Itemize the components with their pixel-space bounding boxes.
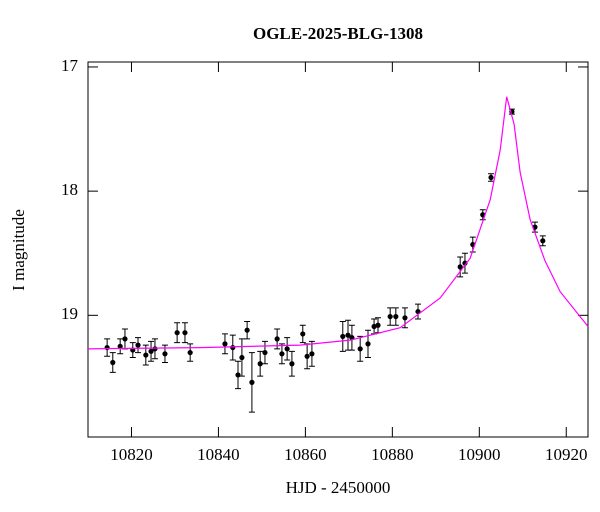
data-point	[274, 336, 280, 342]
data-point	[289, 361, 295, 367]
data-point	[387, 313, 393, 320]
x-tick-label: 10900	[458, 445, 501, 464]
y-tick-label: 19	[61, 304, 78, 323]
data-point	[357, 346, 363, 352]
data-point	[300, 331, 306, 337]
data-point	[402, 315, 408, 321]
data-point	[239, 354, 245, 361]
data-point	[174, 330, 180, 336]
x-tick-label: 10840	[197, 445, 240, 464]
data-point	[110, 359, 116, 366]
data-point	[262, 349, 268, 356]
x-tick-label: 10820	[110, 445, 153, 464]
data-point	[345, 332, 351, 338]
data-point	[462, 260, 468, 266]
x-tick-label: 10880	[371, 445, 414, 464]
x-axis-label: HJD - 2450000	[286, 478, 391, 497]
model-curve	[87, 96, 589, 350]
data-point	[249, 379, 255, 385]
data-point	[152, 346, 158, 352]
data-point	[457, 264, 463, 270]
data-point	[148, 348, 154, 354]
data-point	[244, 327, 250, 333]
data-point	[279, 351, 285, 357]
data-point	[104, 344, 110, 351]
data-point	[122, 336, 128, 342]
data-point	[222, 341, 228, 347]
data-point	[340, 333, 346, 340]
data-point	[257, 361, 263, 367]
data-point	[182, 330, 188, 336]
data-point	[284, 346, 290, 352]
y-axis-label: I magnitude	[9, 209, 28, 291]
data-point	[393, 313, 399, 320]
plot-frame	[87, 61, 589, 438]
y-tick-label: 17	[61, 56, 79, 75]
data-point	[365, 341, 371, 347]
data-point	[162, 351, 168, 357]
data-point	[135, 342, 141, 348]
data-point	[371, 323, 377, 330]
data-point	[235, 372, 241, 378]
data-point	[309, 351, 315, 357]
x-tick-label: 10920	[545, 445, 588, 464]
data-point	[230, 344, 236, 351]
data-point	[488, 174, 494, 181]
chart-title: OGLE-2025-BLG-1308	[253, 24, 423, 43]
data-point	[117, 343, 123, 349]
data-point	[375, 322, 381, 328]
data-point	[187, 349, 193, 356]
data-point	[304, 353, 310, 359]
y-tick-label: 18	[61, 180, 78, 199]
data-point	[540, 238, 546, 244]
data-point	[143, 352, 149, 358]
x-tick-label: 10860	[284, 445, 327, 464]
